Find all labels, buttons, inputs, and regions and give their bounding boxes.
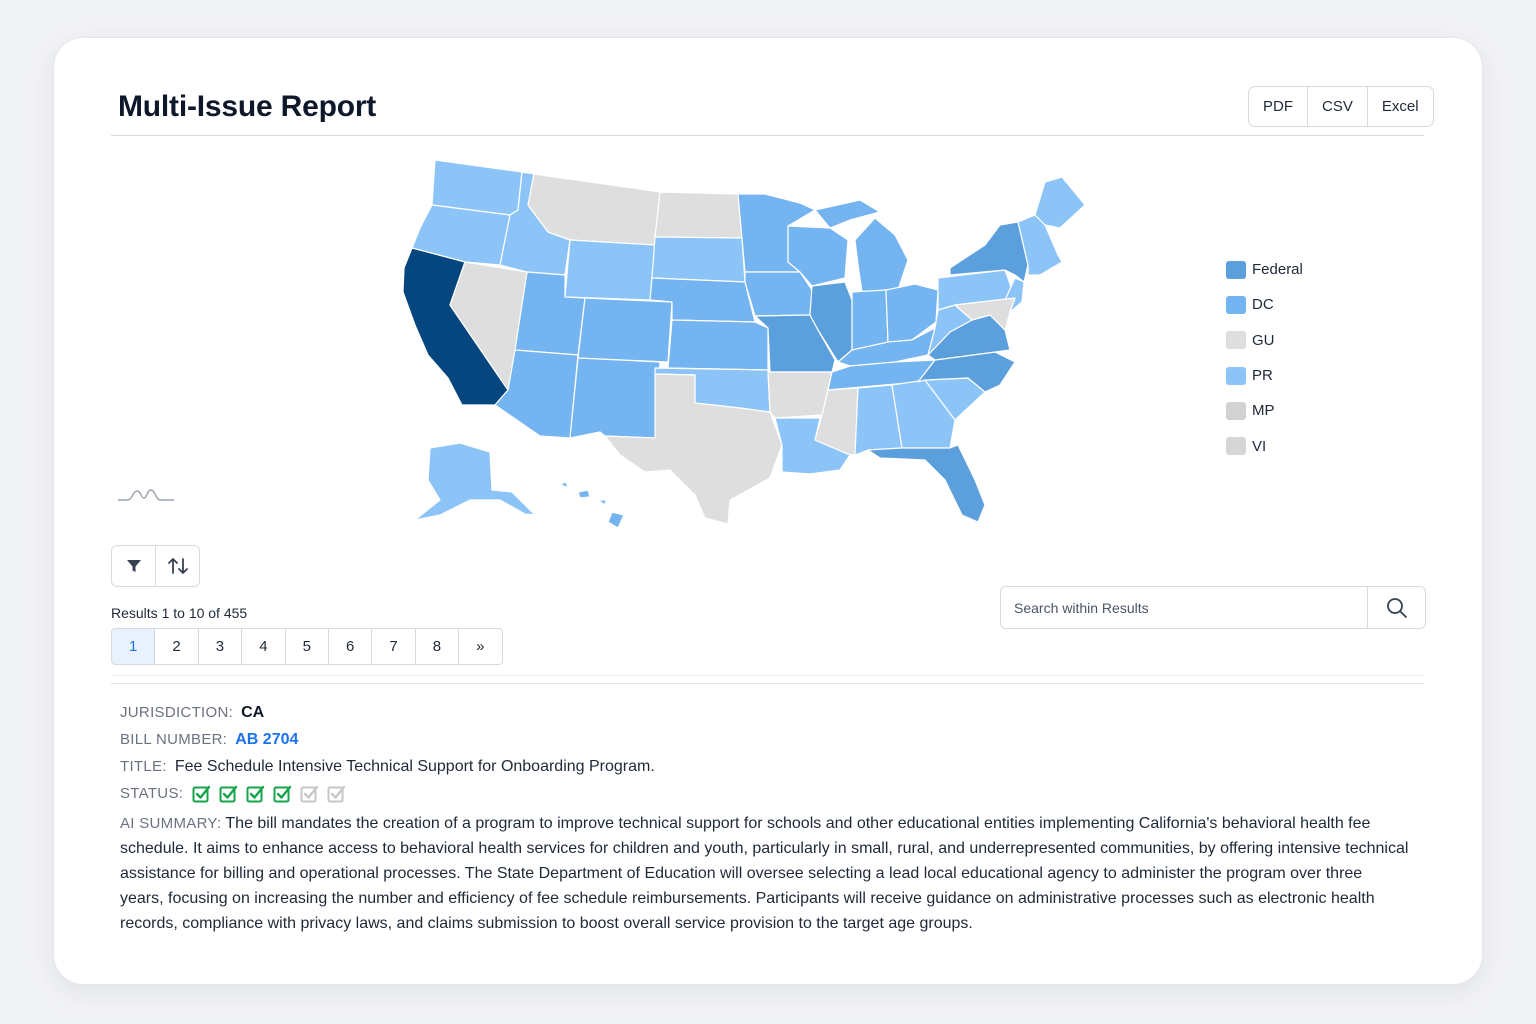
legend-label: PR [1252, 367, 1273, 385]
jurisdiction-label: JURISDICTION: [120, 703, 234, 721]
state-CO[interactable] [577, 297, 673, 363]
page-button-7[interactable]: 7 [372, 629, 416, 664]
result-record: JURISDICTION: CA BILL NUMBER: AB 2704 TI… [120, 699, 1410, 936]
results-divider [111, 675, 1424, 676]
title-label: TITLE: [120, 757, 167, 775]
state-AZ[interactable] [494, 349, 579, 439]
bill-title: Fee Schedule Intensive Technical Support… [174, 757, 655, 775]
filter-button[interactable] [112, 546, 155, 586]
status-row: STATUS: [120, 780, 1410, 807]
state-SD[interactable] [651, 236, 746, 283]
state-MD[interactable] [954, 297, 1016, 331]
page-button-8[interactable]: 8 [415, 629, 460, 664]
state-WY[interactable] [564, 239, 656, 301]
legend-item-dc[interactable]: DC [1226, 287, 1303, 322]
legend-label: VI [1252, 437, 1267, 455]
status-step-pending-icon [327, 785, 346, 803]
state-ME[interactable] [1034, 176, 1086, 229]
bill-number-label: BILL NUMBER: [120, 730, 228, 748]
state-LA[interactable] [774, 417, 851, 475]
jurisdiction-value: CA [241, 703, 265, 721]
legend-item-federal[interactable]: Federal [1226, 252, 1303, 287]
legend-item-pr[interactable]: PR [1226, 358, 1303, 393]
us-map [402, 159, 1086, 529]
legend-label: DC [1252, 296, 1274, 314]
search-input[interactable] [1001, 587, 1367, 628]
page-button-5[interactable]: 5 [285, 629, 329, 664]
bill-number-row: BILL NUMBER: AB 2704 [120, 726, 1410, 753]
state-NM[interactable] [569, 357, 661, 439]
page-button-1[interactable]: 1 [112, 629, 156, 664]
ai-summary-text: The bill mandates the creation of a prog… [120, 815, 1409, 932]
state-WI[interactable] [787, 225, 849, 287]
export-csv-button[interactable]: CSV [1308, 87, 1368, 126]
state-MI[interactable] [814, 199, 909, 293]
legend-item-vi[interactable]: VI [1226, 428, 1303, 463]
legend-swatch [1226, 401, 1246, 420]
export-excel-button[interactable]: Excel [1381, 98, 1419, 115]
filter-icon [126, 560, 141, 572]
legend-swatch [1226, 437, 1246, 456]
search-box [1000, 586, 1426, 629]
map-legend: Federal DC GU PR MP VI [1226, 252, 1303, 464]
map-logo-icon [118, 489, 174, 501]
state-KS[interactable] [667, 319, 769, 371]
legend-label: Federal [1252, 261, 1303, 279]
legend-label: GU [1252, 331, 1275, 349]
next-page-button[interactable]: » [459, 629, 502, 664]
pagination: 1 2 3 4 5 6 7 8 » [111, 628, 503, 665]
state-IA[interactable] [744, 271, 813, 317]
legend-swatch [1226, 331, 1246, 350]
page-title: Multi-Issue Report [118, 90, 377, 123]
search-button[interactable] [1367, 587, 1425, 628]
export-button-group: PDF CSV Excel [1248, 86, 1434, 127]
export-pdf-button[interactable]: PDF [1249, 87, 1308, 126]
status-step-complete-icon [192, 785, 211, 803]
state-FL[interactable] [867, 444, 986, 523]
legend-swatch [1226, 260, 1246, 279]
legend-label: MP [1252, 402, 1275, 420]
sort-button[interactable] [155, 546, 199, 586]
sort-icon [167, 558, 188, 574]
state-AK[interactable] [414, 442, 536, 521]
status-step-complete-icon [219, 785, 238, 803]
bill-number-link[interactable]: AB 2704 [235, 730, 299, 748]
legend-item-mp[interactable]: MP [1226, 393, 1303, 428]
status-steps [192, 784, 346, 803]
status-label: STATUS: [120, 784, 184, 802]
legend-swatch [1226, 366, 1246, 385]
page-button-4[interactable]: 4 [242, 629, 286, 664]
status-step-pending-icon [300, 785, 319, 803]
jurisdiction-row: JURISDICTION: CA [120, 699, 1410, 726]
search-icon [1386, 597, 1407, 618]
page-button-3[interactable]: 3 [198, 629, 243, 664]
header-divider [111, 135, 1424, 136]
page-button-6[interactable]: 6 [328, 629, 373, 664]
state-TX[interactable] [604, 373, 783, 525]
state-HI[interactable] [559, 481, 625, 529]
page-button-2[interactable]: 2 [155, 629, 199, 664]
status-step-complete-icon [246, 785, 265, 803]
legend-item-gu[interactable]: GU [1226, 323, 1303, 358]
title-row: TITLE: Fee Schedule Intensive Technical … [120, 753, 1410, 780]
ai-summary: AI SUMMARY: The bill mandates the creatio… [120, 811, 1410, 936]
results-divider [111, 683, 1424, 684]
ai-summary-label: AI SUMMARY: [120, 815, 222, 832]
results-count: Results 1 to 10 of 455 [111, 605, 248, 621]
legend-swatch [1226, 295, 1246, 314]
state-ND[interactable] [654, 191, 743, 239]
status-step-complete-icon [273, 785, 292, 803]
state-AR[interactable] [767, 371, 833, 419]
state-NY[interactable] [949, 221, 1029, 283]
result-tools [111, 545, 200, 587]
